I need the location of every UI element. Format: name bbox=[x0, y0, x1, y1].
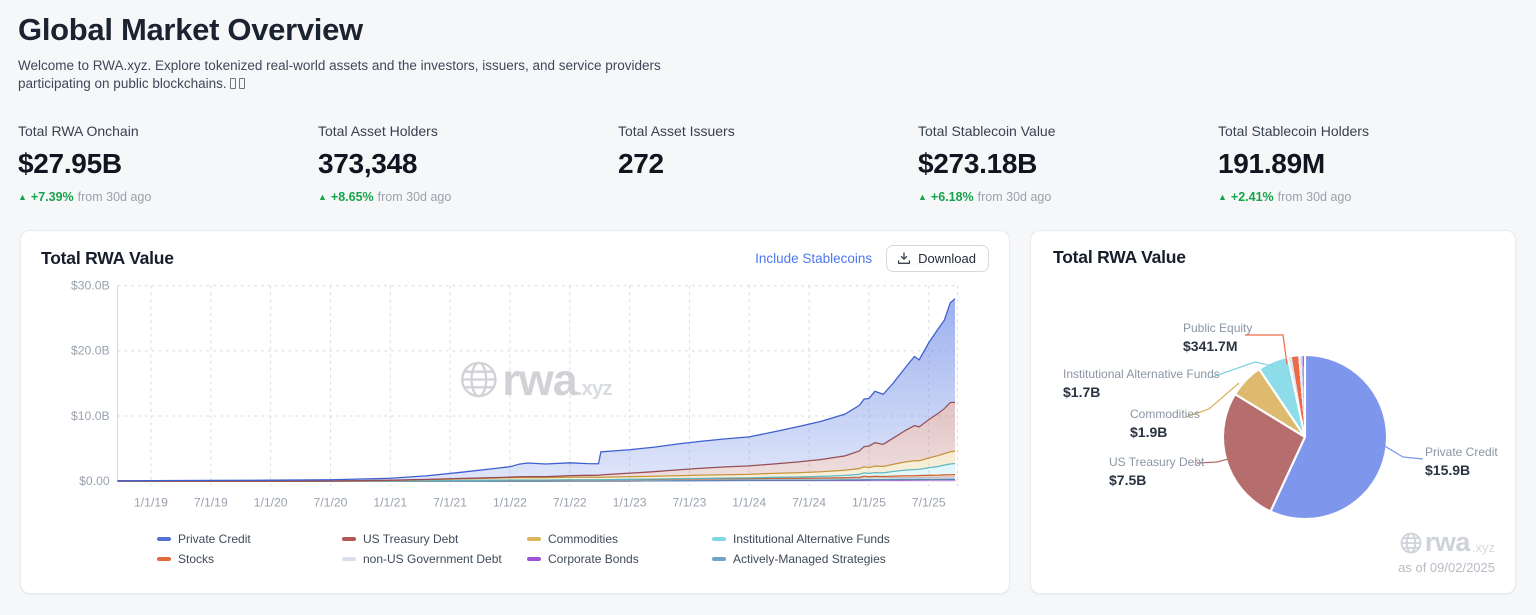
svg-text:7/1/22: 7/1/22 bbox=[553, 495, 587, 509]
callout-private-credit: Private Credit $15.9B bbox=[1425, 445, 1498, 478]
legend-item-stocks: Stocks bbox=[157, 552, 342, 566]
callout-public-equity: Public Equity $341.7M bbox=[1183, 321, 1253, 354]
stat-total-stablecoin-value: Total Stablecoin Value $273.18B ▲ +6.18%… bbox=[918, 123, 1218, 204]
delta-suffix: from 30d ago bbox=[377, 190, 452, 204]
total-rwa-value-pie-card: Total RWA Value Public Equity $341.7M In… bbox=[1030, 230, 1516, 594]
svg-text:7/1/21: 7/1/21 bbox=[433, 495, 467, 509]
area-chart-legend: Private Credit US Treasury Debt Commodit… bbox=[157, 532, 989, 566]
triangle-up-icon: ▲ bbox=[18, 191, 27, 202]
legend-swatch bbox=[157, 537, 171, 541]
delta-percent: +2.41% bbox=[1230, 190, 1274, 204]
svg-text:1/1/25: 1/1/25 bbox=[852, 495, 886, 509]
global-market-overview-page: Global Market Overview Welcome to RWA.xy… bbox=[18, 12, 1518, 594]
svg-text:rwa.xyz: rwa.xyz bbox=[502, 354, 612, 405]
include-stablecoins-link[interactable]: Include Stablecoins bbox=[755, 251, 873, 266]
svg-text:7/1/24: 7/1/24 bbox=[792, 495, 826, 509]
pie-card-title: Total RWA Value bbox=[1053, 247, 1186, 267]
total-rwa-value-area-card: Total RWA Value Include Stablecoins Down… bbox=[20, 230, 1010, 594]
svg-text:$20.0B: $20.0B bbox=[71, 344, 110, 358]
legend-item-actively-managed-strategies: Actively-Managed Strategies bbox=[712, 552, 942, 566]
legend-swatch bbox=[342, 557, 356, 561]
as-of-date: as of 09/02/2025 bbox=[1398, 560, 1495, 575]
svg-text:7/1/20: 7/1/20 bbox=[314, 495, 348, 509]
svg-text:1/1/22: 1/1/22 bbox=[493, 495, 527, 509]
svg-text:1/1/21: 1/1/21 bbox=[373, 495, 407, 509]
delta-percent: +6.18% bbox=[930, 190, 974, 204]
legend-item-non-us-government-debt: non-US Government Debt bbox=[342, 552, 527, 566]
stat-delta: ▲ +7.39% from 30d ago bbox=[18, 190, 318, 204]
callout-us-treasury-debt: US Treasury Debt $7.5B bbox=[1109, 455, 1205, 488]
stat-value: $27.95B bbox=[18, 148, 122, 179]
stat-label: Total Asset Issuers bbox=[618, 123, 735, 139]
delta-suffix: from 30d ago bbox=[1277, 190, 1352, 204]
stat-total-rwa-onchain: Total RWA Onchain $27.95B ▲ +7.39% from … bbox=[18, 123, 318, 204]
svg-text:$10.0B: $10.0B bbox=[71, 409, 110, 423]
svg-text:1/1/23: 1/1/23 bbox=[613, 495, 647, 509]
delta-percent: +7.39% bbox=[30, 190, 74, 204]
missing-glyph-icon bbox=[229, 78, 236, 89]
page-subtitle-text: Welcome to RWA.xyz. Explore tokenized re… bbox=[18, 58, 661, 91]
stat-value: 373,348 bbox=[318, 148, 418, 179]
page-title: Global Market Overview bbox=[18, 12, 363, 47]
watermark-tld: .xyz bbox=[1471, 540, 1495, 555]
triangle-up-icon: ▲ bbox=[1218, 191, 1227, 202]
stat-delta: ▲ +2.41% from 30d ago bbox=[1218, 190, 1518, 204]
stat-total-asset-issuers: Total Asset Issuers 272 bbox=[618, 123, 918, 204]
globe-icon bbox=[1400, 532, 1422, 553]
watermark-brand: rwa bbox=[1424, 527, 1471, 557]
triangle-up-icon: ▲ bbox=[318, 191, 327, 202]
page-subtitle: Welcome to RWA.xyz. Explore tokenized re… bbox=[18, 57, 723, 93]
stat-label: Total Stablecoin Holders bbox=[1218, 123, 1369, 139]
svg-text:1/1/19: 1/1/19 bbox=[134, 495, 168, 509]
charts-row: Total RWA Value Include Stablecoins Down… bbox=[18, 230, 1518, 594]
delta-suffix: from 30d ago bbox=[977, 190, 1052, 204]
svg-text:7/1/19: 7/1/19 bbox=[194, 495, 228, 509]
legend-item-corporate-bonds: Corporate Bonds bbox=[527, 552, 712, 566]
legend-swatch bbox=[712, 537, 726, 541]
delta-suffix: from 30d ago bbox=[77, 190, 152, 204]
rwa-xyz-watermark: rwa .xyz as of 09/02/2025 bbox=[1398, 527, 1495, 575]
area-card-title: Total RWA Value bbox=[41, 248, 174, 268]
callout-institutional-alternative-funds: Institutional Alternative Funds $1.7B bbox=[1063, 367, 1220, 400]
legend-item-commodities: Commodities bbox=[527, 532, 712, 546]
svg-text:1/1/20: 1/1/20 bbox=[254, 495, 288, 509]
legend-item-institutional-alternative-funds: Institutional Alternative Funds bbox=[712, 532, 942, 546]
download-button-label: Download bbox=[918, 251, 976, 266]
stat-total-asset-holders: Total Asset Holders 373,348 ▲ +8.65% fro… bbox=[318, 123, 618, 204]
legend-swatch bbox=[342, 537, 356, 541]
stat-value: $273.18B bbox=[918, 148, 1038, 179]
delta-percent: +8.65% bbox=[330, 190, 374, 204]
svg-text:1/1/24: 1/1/24 bbox=[732, 495, 766, 509]
stat-label: Total Stablecoin Value bbox=[918, 123, 1056, 139]
download-icon bbox=[898, 252, 911, 264]
missing-glyph-icon bbox=[238, 78, 245, 89]
stat-label: Total RWA Onchain bbox=[18, 123, 139, 139]
private-credit-leader-line bbox=[1382, 444, 1424, 460]
callout-commodities: Commodities $1.9B bbox=[1130, 407, 1201, 440]
svg-text:7/1/23: 7/1/23 bbox=[672, 495, 706, 509]
legend-swatch bbox=[712, 557, 726, 561]
stacked-area-chart: $30.0B $20.0B $10.0B $0.00 1/1/19 7/1/19 1/1/2… bbox=[71, 279, 958, 509]
svg-text:$0.00: $0.00 bbox=[79, 474, 110, 488]
legend-swatch bbox=[157, 557, 171, 561]
legend-item-private-credit: Private Credit bbox=[157, 532, 342, 546]
stats-row: Total RWA Onchain $27.95B ▲ +7.39% from … bbox=[18, 123, 1518, 204]
legend-swatch bbox=[527, 557, 541, 561]
stat-value: 191.89M bbox=[1218, 148, 1325, 179]
download-button[interactable]: Download bbox=[886, 245, 989, 272]
stat-delta: ▲ +6.18% from 30d ago bbox=[918, 190, 1218, 204]
stat-total-stablecoin-holders: Total Stablecoin Holders 191.89M ▲ +2.41… bbox=[1218, 123, 1518, 204]
stat-delta: ▲ +8.65% from 30d ago bbox=[318, 190, 618, 204]
rwa-value-pie-chart bbox=[1224, 356, 1386, 518]
triangle-up-icon: ▲ bbox=[918, 191, 927, 202]
legend-swatch bbox=[527, 537, 541, 541]
area-card-actions: Include Stablecoins Download bbox=[755, 245, 989, 272]
legend-item-us-treasury-debt: US Treasury Debt bbox=[342, 532, 527, 546]
stat-value: 272 bbox=[618, 148, 664, 179]
area-card-header: Total RWA Value Include Stablecoins Down… bbox=[41, 245, 989, 272]
stat-label: Total Asset Holders bbox=[318, 123, 438, 139]
svg-text:7/1/25: 7/1/25 bbox=[912, 495, 946, 509]
svg-text:$30.0B: $30.0B bbox=[71, 279, 110, 293]
